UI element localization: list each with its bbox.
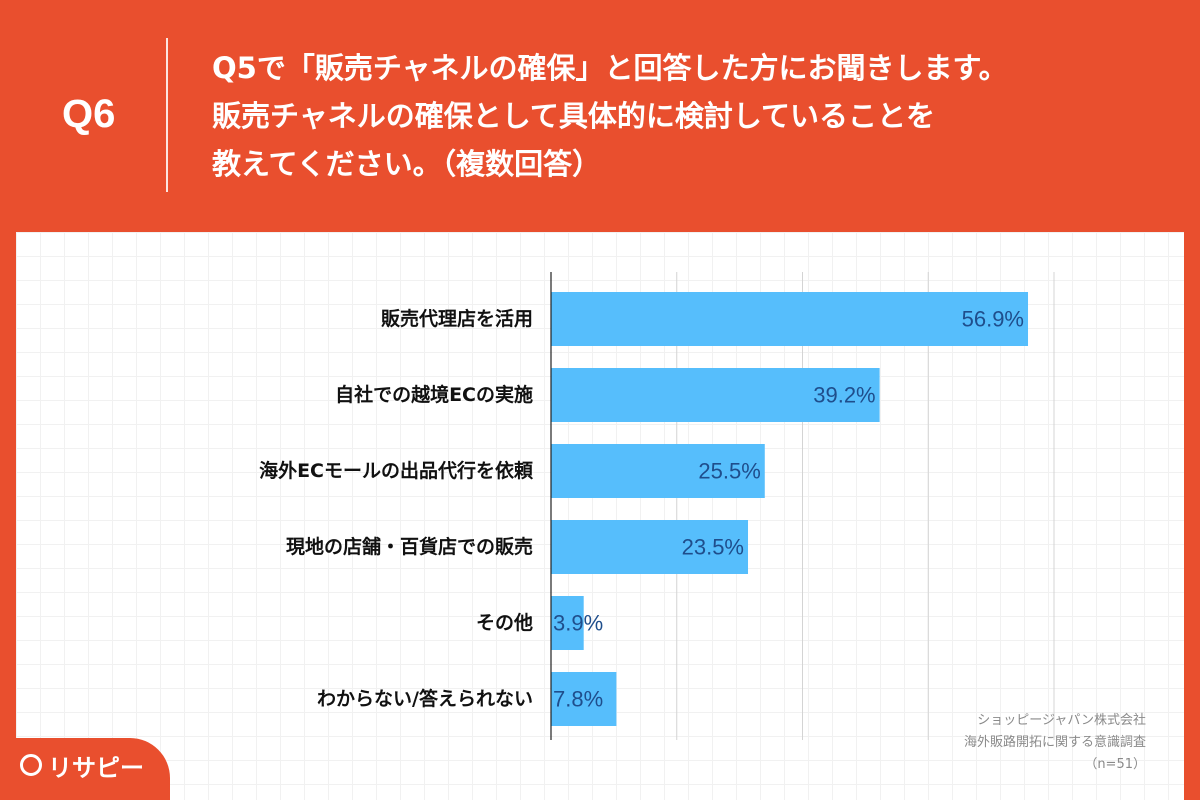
value-label: 39.2%: [813, 383, 875, 408]
brand-name: リサピー: [48, 754, 144, 782]
category-label: 現地の店舗・百貨店での販売: [286, 535, 533, 558]
source-note: ショッピージャパン株式会社 海外販路開拓に関する意識調査 （n=51）: [964, 710, 1146, 776]
source-sample-size: （n=51）: [1084, 757, 1146, 772]
category-label: 海外ECモールの出品代行を依頼: [259, 459, 534, 482]
bar: [551, 520, 749, 574]
value-label: 7.8%: [553, 687, 603, 712]
header-divider: [166, 38, 168, 192]
category-label: 自社での越境ECの実施: [335, 383, 533, 406]
bar: [551, 292, 1029, 346]
question-line-1: Q5で「販売チャネルの確保」と回答した方にお聞きします。: [212, 51, 1008, 85]
bar: [551, 368, 880, 422]
chart-panel: 販売代理店を活用 56.9% 自社での越境ECの実施 39.2% 海外ECモールの出品代…: [16, 232, 1184, 800]
header: Q6 Q5で「販売チャネルの確保」と回答した方にお聞きします。 販売チャネルの確…: [0, 0, 1200, 232]
question-number: Q6: [62, 92, 116, 136]
category-label: わからない/答えられない: [317, 687, 533, 710]
bar-chart: 販売代理店を活用 56.9% 自社での越境ECの実施 39.2% 海外ECモールの出品代…: [259, 272, 1055, 740]
brand-logo: リサピー: [0, 738, 170, 800]
category-label: その他: [476, 611, 533, 634]
bar: [551, 672, 617, 726]
value-label: 56.9%: [962, 307, 1024, 332]
value-label: 3.9%: [553, 611, 603, 636]
question-text: Q5で「販売チャネルの確保」と回答した方にお聞きします。 販売チャネルの確保とし…: [212, 44, 1182, 188]
category-label: 販売代理店を活用: [381, 307, 533, 330]
question-line-2: 販売チャネルの確保として具体的に検討していることを: [212, 99, 935, 133]
bar: [551, 444, 765, 498]
question-line-3: 教えてください。（複数回答）: [212, 147, 602, 181]
pin-icon: [20, 754, 42, 776]
value-label: 23.5%: [682, 535, 744, 560]
value-label: 25.5%: [698, 459, 760, 484]
source-company: ショッピージャパン株式会社: [977, 713, 1146, 728]
bar: [551, 596, 584, 650]
source-survey: 海外販路開拓に関する意識調査: [963, 735, 1146, 750]
